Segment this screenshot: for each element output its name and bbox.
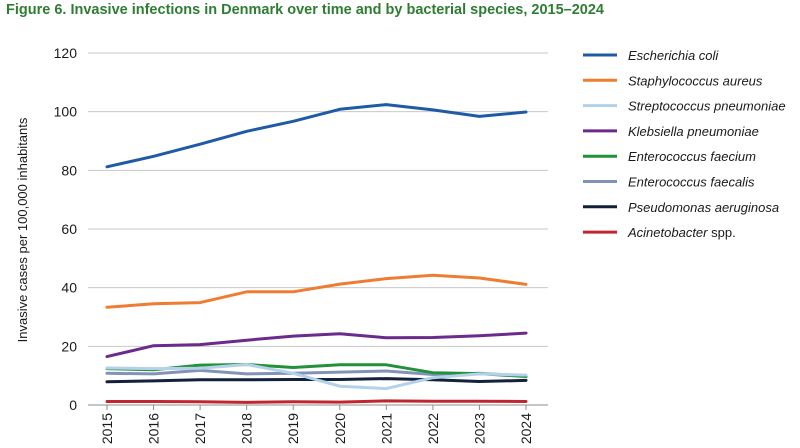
y-tick-label: 20 [61,338,77,354]
y-axis: 0 20 40 60 80 100 120 [54,45,78,413]
legend-entry-name: Klebsiella pneumoniae [628,124,759,139]
x-tick-label: 2020 [332,413,348,444]
legend-entry-acinetobacter: Acinetobacter spp. [627,225,736,240]
legend-entry-escherichia-coli: Escherichia coli [628,48,719,63]
y-tick-label: 100 [54,104,78,120]
legend-entry-name: Enterococcus faecium [628,149,756,164]
legend-entry-staphylococcus-aureus: Staphylococcus aureus [628,73,763,88]
legend-entry-name: Escherichia coli [628,48,719,63]
series-line-streptococcus-pneumoniae [105,363,528,391]
legend-entry-klebsiella-pneumoniae: Klebsiella pneumoniae [628,124,759,139]
chart-title: Figure 6. Invasive infections in Denmark… [6,2,604,18]
legend: Escherichia coli Staphylococcus aureus Str… [583,48,786,240]
x-tick-label: 2022 [425,413,441,444]
series-line-escherichia-coli [105,103,528,169]
y-tick-label: 80 [61,162,77,178]
series-line-acinetobacter [105,399,528,404]
legend-entry-name: Streptococcus pneumoniae [628,99,786,114]
x-tick-label: 2024 [518,413,534,444]
legend-entry-name: Staphylococcus aureus [628,73,763,88]
legend-entry-enterococcus-faecalis: Enterococcus faecalis [628,175,755,190]
series-lines [105,103,528,404]
gridlines [88,52,548,406]
legend-entry-enterococcus-faecium: Enterococcus faecium [628,149,756,164]
legend-entry-pseudomonas-aeruginosa: Pseudomonas aeruginosa [628,200,779,215]
y-tick-label: 120 [54,45,78,61]
y-tick-label: 40 [61,280,77,296]
legend-entry-name: Acinetobacter [627,225,708,240]
series-line-staphylococcus-aureus [105,273,528,309]
legend-entry-streptococcus-pneumoniae: Streptococcus pneumoniae [628,99,786,114]
y-tick-label: 60 [61,221,77,237]
x-axis: 2015 2016 2017 2018 2019 2020 2021 2022 2023 2024 [99,405,534,444]
x-tick-label: 2016 [146,413,162,444]
legend-entry-name: Enterococcus faecalis [628,175,755,190]
x-tick-label: 2018 [239,413,255,444]
y-axis-label: Invasive cases per 100,000 inhabitants [15,117,30,342]
x-tick-label: 2019 [285,413,301,444]
series-line-klebsiella-pneumoniae [105,331,528,359]
legend-entry-name: Pseudomonas aeruginosa [628,200,779,215]
x-tick-label: 2021 [378,413,394,444]
y-tick-label: 0 [69,397,77,413]
legend-entry-suffix: spp. [708,225,736,240]
x-tick-label: 2017 [192,413,208,444]
x-tick-label: 2023 [471,413,487,444]
x-tick-label: 2015 [99,413,115,444]
